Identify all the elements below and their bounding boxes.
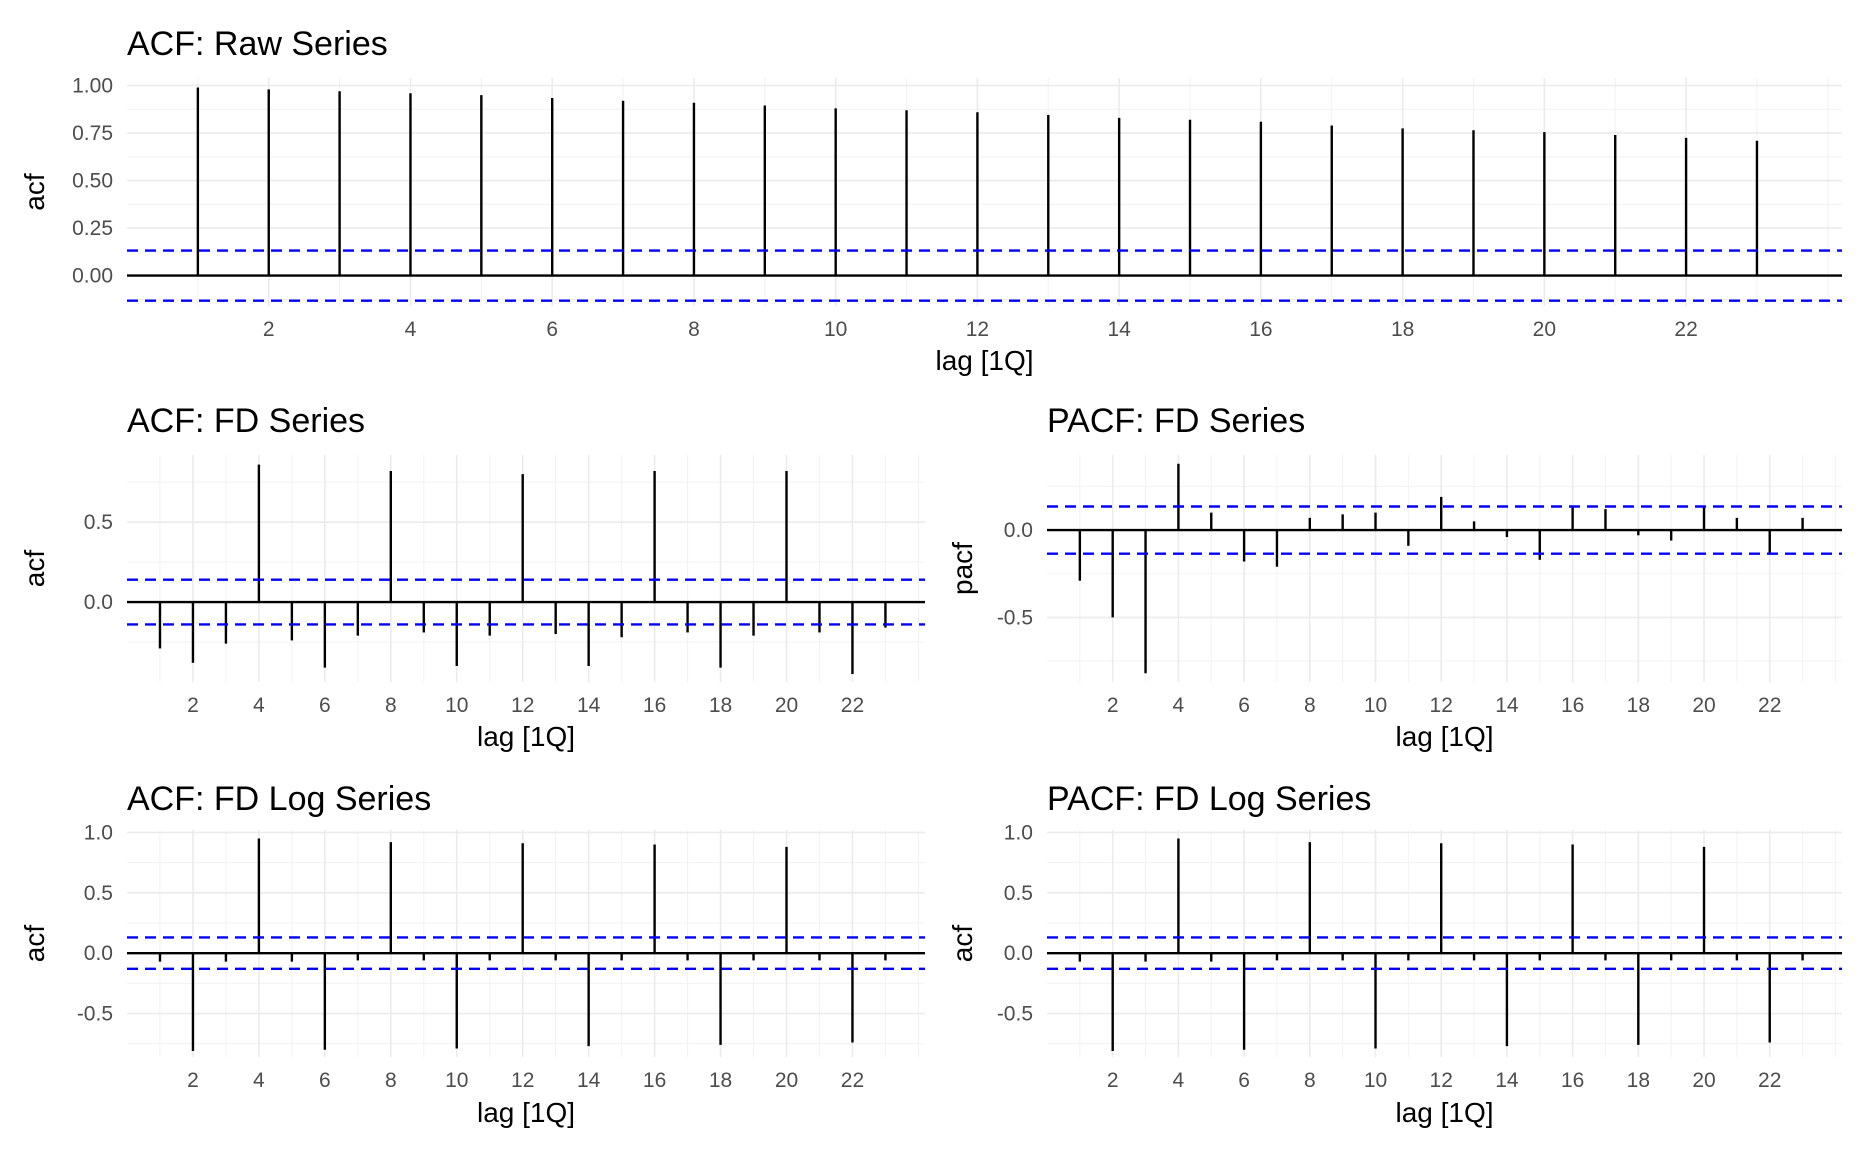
x-tick-label: 12 — [1430, 1069, 1453, 1092]
y-tick-label: 0.75 — [72, 122, 113, 145]
x-tick-label: 10 — [445, 694, 468, 717]
x-tick-label: 2 — [187, 694, 199, 717]
y-axis-label: acf — [19, 173, 50, 211]
chart-panel-5: -0.5 0.0 0.5 1.0 2 4 6 8 10 12 14 16 18 20 22 PACF: FD … — [947, 780, 1842, 1128]
y-tick-label: 0.0 — [84, 942, 113, 965]
panel-title: PACF: FD Series — [1047, 402, 1305, 440]
y-tick-label: 1.00 — [72, 75, 113, 98]
x-axis-label: lag [1Q] — [1395, 721, 1493, 752]
x-tick-label: 2 — [1107, 694, 1119, 717]
x-tick-label: 2 — [263, 318, 275, 341]
x-tick-label: 14 — [577, 694, 601, 717]
x-tick-label: 4 — [1173, 694, 1185, 717]
x-tick-label: 8 — [385, 694, 397, 717]
x-tick-label: 20 — [775, 694, 798, 717]
x-axis-label: lag [1Q] — [935, 345, 1033, 376]
x-tick-label: 6 — [319, 694, 331, 717]
x-tick-label: 10 — [824, 318, 847, 341]
panel-title: ACF: FD Series — [127, 402, 365, 440]
x-tick-label: 4 — [253, 1069, 265, 1092]
x-tick-label: 22 — [1674, 318, 1697, 341]
x-tick-label: 18 — [709, 1069, 732, 1092]
x-tick-label: 10 — [1364, 694, 1387, 717]
y-tick-label: 0.5 — [1004, 882, 1033, 905]
y-tick-label: 0.25 — [72, 217, 113, 240]
x-tick-label: 10 — [445, 1069, 468, 1092]
y-tick-label: 1.0 — [84, 821, 113, 844]
x-tick-label: 4 — [405, 318, 417, 341]
x-axis-label: lag [1Q] — [1395, 1097, 1493, 1128]
chart-panel-4: -0.5 0.0 0.5 1.0 2 4 6 8 10 12 14 16 18 20 22 ACF: FD L… — [19, 780, 925, 1128]
x-tick-label: 20 — [1692, 1069, 1715, 1092]
x-tick-label: 8 — [1304, 1069, 1316, 1092]
chart-panel-2: 0.0 0.5 2 4 6 8 10 12 14 16 18 20 22 ACF: FD Series la… — [19, 402, 925, 752]
x-tick-label: 12 — [511, 694, 534, 717]
x-tick-label: 14 — [1495, 1069, 1519, 1092]
x-tick-label: 8 — [688, 318, 700, 341]
x-tick-label: 20 — [1533, 318, 1556, 341]
x-tick-label: 12 — [966, 318, 989, 341]
x-tick-label: 18 — [1627, 694, 1650, 717]
x-tick-label: 22 — [1758, 1069, 1781, 1092]
x-tick-label: 16 — [1561, 1069, 1584, 1092]
y-tick-label: 0.0 — [1004, 519, 1033, 542]
y-tick-label: -0.5 — [997, 1003, 1033, 1026]
y-tick-label: 0.50 — [72, 170, 113, 193]
x-tick-label: 14 — [1107, 318, 1131, 341]
chart-panel-3: -0.5 0.0 2 4 6 8 10 12 14 16 18 20 22 PACF: FD Series… — [947, 402, 1842, 752]
y-axis-label: acf — [947, 925, 978, 963]
x-tick-label: 12 — [511, 1069, 534, 1092]
x-tick-label: 16 — [643, 694, 666, 717]
y-tick-label: 1.0 — [1004, 821, 1033, 844]
chart-panel-1: 0.00 0.25 0.50 0.75 1.00 2 4 6 8 10 12 14 16 18 20 22 AC… — [19, 25, 1842, 376]
x-tick-label: 16 — [643, 1069, 666, 1092]
x-tick-label: 2 — [1107, 1069, 1119, 1092]
x-tick-label: 6 — [546, 318, 558, 341]
x-tick-label: 16 — [1561, 694, 1584, 717]
x-tick-label: 14 — [1495, 694, 1519, 717]
y-axis-label: pacf — [947, 542, 978, 595]
x-tick-label: 6 — [1238, 694, 1250, 717]
y-tick-label: 0.0 — [1004, 942, 1033, 965]
panel-title: PACF: FD Log Series — [1047, 780, 1371, 818]
x-tick-label: 18 — [1627, 1069, 1650, 1092]
y-tick-label: 0.00 — [72, 265, 113, 288]
x-tick-label: 22 — [1758, 694, 1781, 717]
x-tick-label: 18 — [1391, 318, 1414, 341]
y-axis-label: acf — [19, 925, 50, 963]
panel-title: ACF: Raw Series — [127, 25, 388, 63]
x-tick-label: 18 — [709, 694, 732, 717]
y-tick-label: 0.0 — [84, 591, 113, 614]
x-tick-label: 20 — [775, 1069, 798, 1092]
x-tick-label: 8 — [385, 1069, 397, 1092]
x-tick-label: 22 — [841, 694, 864, 717]
panel-title: ACF: FD Log Series — [127, 780, 431, 818]
x-tick-label: 6 — [319, 1069, 331, 1092]
x-tick-label: 2 — [187, 1069, 199, 1092]
y-tick-label: -0.5 — [997, 606, 1033, 629]
x-axis-label: lag [1Q] — [477, 721, 575, 752]
x-tick-label: 12 — [1430, 694, 1453, 717]
x-tick-label: 6 — [1238, 1069, 1250, 1092]
y-tick-label: 0.5 — [84, 511, 113, 534]
y-axis-label: acf — [19, 550, 50, 588]
x-tick-label: 8 — [1304, 694, 1316, 717]
x-tick-label: 4 — [253, 694, 265, 717]
y-tick-label: -0.5 — [77, 1003, 113, 1026]
x-axis-label: lag [1Q] — [477, 1097, 575, 1128]
x-tick-label: 10 — [1364, 1069, 1387, 1092]
x-tick-label: 20 — [1692, 694, 1715, 717]
x-tick-label: 22 — [841, 1069, 864, 1092]
x-tick-label: 16 — [1249, 318, 1272, 341]
x-tick-label: 14 — [577, 1069, 601, 1092]
y-tick-label: 0.5 — [84, 882, 113, 905]
x-tick-label: 4 — [1173, 1069, 1185, 1092]
